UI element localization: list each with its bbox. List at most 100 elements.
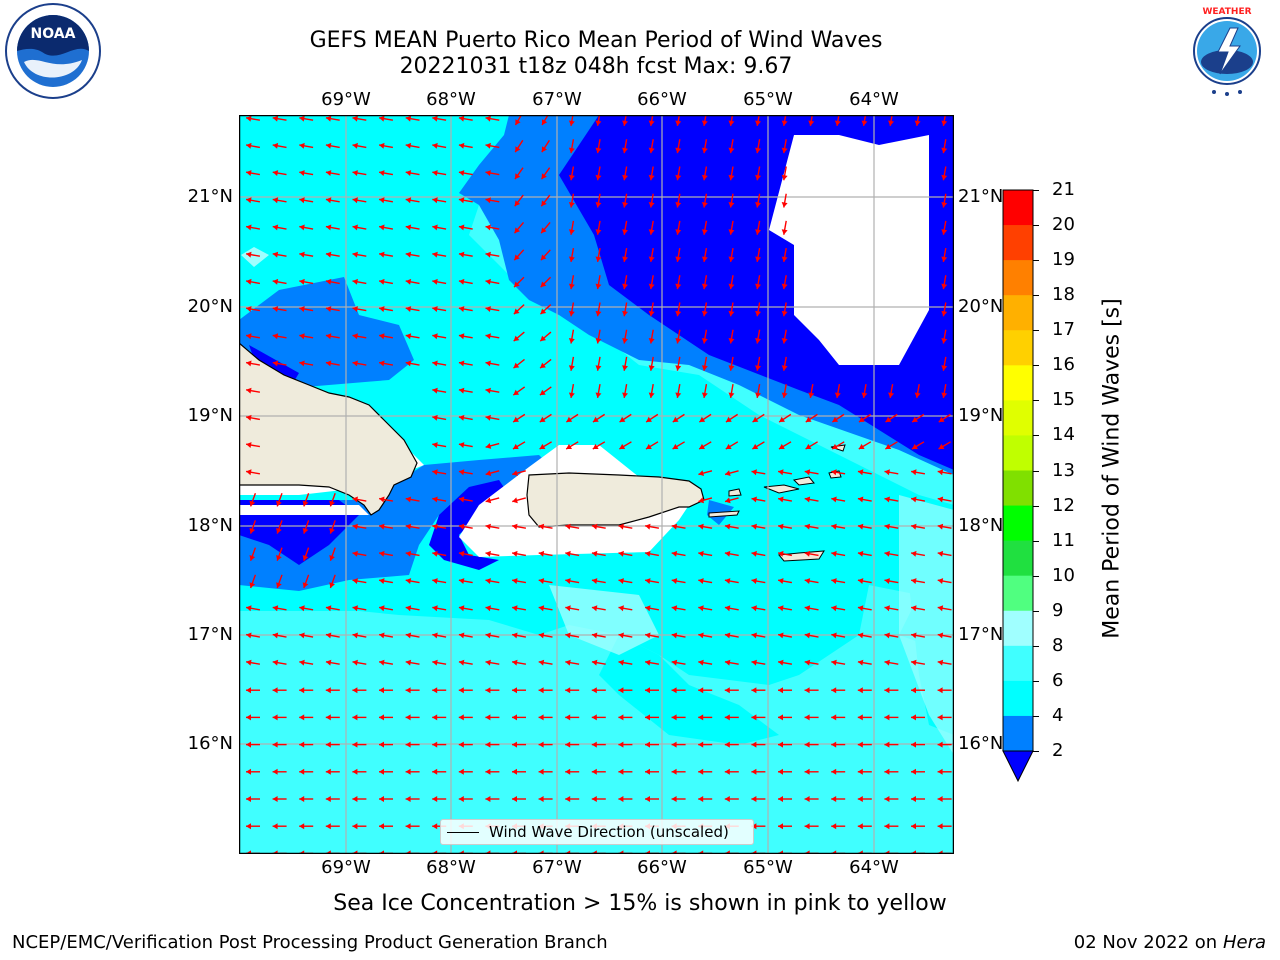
- wind-wave-arrow: [804, 659, 819, 666]
- wind-wave-arrow: [644, 659, 660, 666]
- wind-wave-arrow: [831, 768, 846, 775]
- wind-wave-arrow: [272, 306, 287, 313]
- wind-wave-arrow: [245, 251, 261, 258]
- wind-wave-arrow: [541, 139, 550, 153]
- wind-wave-arrow: [276, 492, 283, 507]
- wind-wave-arrow: [672, 441, 685, 450]
- colorbar-tick-label: 19: [1052, 249, 1075, 271]
- wind-wave-arrow: [751, 632, 766, 639]
- wind-wave-arrow: [622, 329, 629, 344]
- colorbar-tick-mark: [1033, 645, 1039, 647]
- lon-label-top: 66°W: [637, 89, 687, 110]
- wind-wave-arrow: [405, 496, 420, 503]
- wind-wave-arrow: [246, 714, 260, 721]
- footer-date-text: 02 Nov 2022 on: [1073, 932, 1218, 953]
- wind-wave-arrow: [941, 247, 948, 263]
- wind-wave-arrow: [485, 687, 500, 694]
- wind-wave-arrow: [937, 550, 952, 557]
- wind-wave-arrow: [299, 823, 314, 830]
- wind-wave-arrow: [671, 523, 686, 530]
- wind-wave-arrow: [325, 197, 340, 204]
- wind-wave-arrow: [458, 796, 473, 802]
- wind-wave-arrow: [937, 768, 952, 775]
- wind-wave-arrow: [724, 659, 739, 666]
- wind-wave-arrow: [405, 632, 420, 639]
- wind-wave-arrow: [513, 304, 525, 315]
- wind-wave-arrow: [245, 115, 261, 122]
- wind-wave-arrow: [884, 687, 899, 694]
- wind-wave-arrow: [698, 413, 712, 423]
- wind-wave-arrow: [884, 823, 899, 830]
- wind-wave-arrow: [619, 441, 632, 450]
- wind-wave-arrow: [781, 139, 788, 154]
- wind-wave-arrow: [857, 578, 872, 585]
- wind-wave-arrow: [701, 383, 708, 399]
- wind-wave-arrow: [884, 741, 899, 748]
- wind-wave-arrow: [485, 659, 500, 666]
- wind-wave-arrow: [884, 496, 899, 503]
- wind-wave-arrow: [458, 333, 473, 340]
- wind-wave-arrow: [352, 605, 367, 612]
- sea-ice-note: Sea Ice Concentration > 15% is shown in …: [333, 891, 947, 916]
- wind-wave-arrow: [379, 741, 393, 748]
- wind-wave-arrow: [618, 796, 633, 802]
- wind-wave-arrow: [618, 768, 633, 775]
- wind-wave-arrow: [405, 578, 420, 585]
- colorbar-tick-label: 13: [1052, 459, 1075, 481]
- wind-wave-arrow: [648, 356, 655, 371]
- wind-wave-arrow: [539, 386, 552, 396]
- wind-wave-arrow: [831, 496, 846, 503]
- colorbar-band: [1003, 435, 1033, 471]
- wind-wave-arrow: [591, 714, 606, 721]
- lat-label-left: 16°N: [187, 733, 233, 754]
- wind-wave-arrow: [698, 578, 713, 585]
- wind-wave-arrow: [751, 768, 766, 775]
- wind-wave-arrow: [272, 251, 287, 258]
- wind-wave-arrow: [538, 578, 553, 585]
- colorbar-band: [1003, 680, 1033, 717]
- colorbar-tick-mark: [1033, 190, 1039, 191]
- wind-wave-arrow: [861, 115, 868, 127]
- wind-wave-arrow: [272, 687, 287, 694]
- wind-wave-arrow: [910, 469, 926, 476]
- wind-wave-arrow: [938, 413, 951, 423]
- wind-wave-arrow: [884, 768, 899, 775]
- wind-wave-arrow: [405, 796, 420, 802]
- wind-wave-arrow: [910, 550, 926, 557]
- wind-wave-arrow: [405, 142, 420, 149]
- wind-wave-arrow: [325, 251, 340, 258]
- colorbar-tick-label: 2: [1052, 740, 1064, 761]
- wind-wave-arrow: [299, 768, 314, 775]
- wind-wave-arrow: [701, 166, 708, 181]
- wind-wave-arrow: [245, 278, 261, 285]
- wind-wave-arrow: [405, 823, 420, 830]
- wind-wave-arrow: [458, 197, 473, 204]
- wind-wave-arrow: [299, 741, 314, 748]
- wind-wave-arrow: [272, 605, 287, 612]
- wind-wave-arrow: [751, 714, 766, 721]
- wind-wave-arrow: [622, 220, 629, 235]
- wind-wave-arrow: [568, 302, 575, 317]
- wind-wave-arrow: [379, 768, 393, 775]
- colorbar-band: [1003, 505, 1033, 542]
- wind-wave-arrow: [245, 142, 261, 149]
- colorbar-tick-mark: [1033, 505, 1039, 507]
- wind-wave-arrow: [728, 193, 735, 208]
- wind-wave-arrow: [276, 547, 283, 562]
- wind-wave-arrow: [644, 578, 660, 585]
- map-panel: [239, 115, 954, 854]
- wind-wave-arrow: [671, 578, 686, 585]
- wind-wave-arrow: [245, 469, 261, 476]
- wind-wave-arrow: [432, 387, 447, 394]
- wind-wave-arrow: [591, 632, 606, 639]
- wind-wave-arrow: [884, 469, 899, 476]
- wind-wave-arrow: [378, 578, 394, 585]
- wind-wave-arrow: [671, 741, 686, 748]
- wind-wave-arrow: [432, 578, 447, 585]
- wind-wave-arrow: [541, 115, 550, 126]
- wind-wave-arrow: [591, 550, 606, 557]
- wind-wave-arrow: [884, 632, 899, 639]
- wind-wave-arrow: [325, 768, 340, 775]
- wind-wave-arrow: [698, 497, 713, 504]
- wind-wave-arrow: [432, 605, 447, 612]
